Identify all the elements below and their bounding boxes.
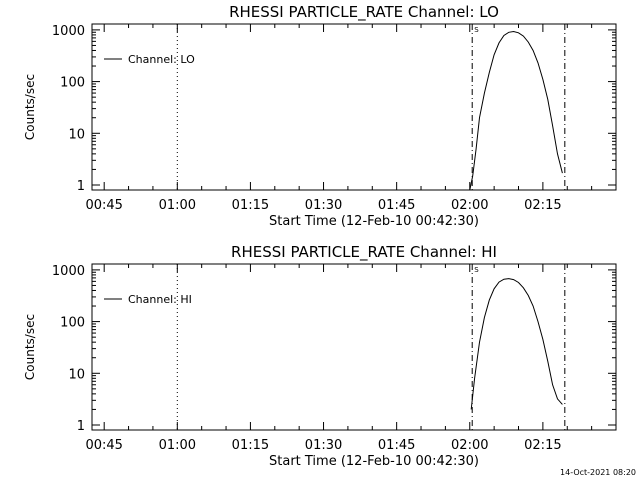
y-tick-label: 10 — [68, 367, 85, 382]
x-axis-label: Start Time (12-Feb-10 00:42:30) — [269, 454, 479, 469]
series-line-channel-lo — [469, 30, 563, 191]
x-axis-label: Start Time (12-Feb-10 00:42:30) — [269, 214, 479, 229]
legend-label: Channel: HI — [128, 293, 192, 306]
y-tick-label: 1000 — [52, 24, 85, 39]
x-tick-label: 02:00 — [451, 438, 488, 453]
y-tick-label: 10 — [68, 127, 85, 142]
vertical-marker-label: S — [474, 26, 479, 34]
x-tick-label: 01:30 — [305, 438, 342, 453]
vertical-marker-label: S — [474, 266, 479, 274]
x-tick-label: 01:15 — [232, 198, 269, 213]
chart-panel-1: RHESSI PARTICLE_RATE Channel: LO 00:45 01:… — [23, 3, 617, 229]
x-tick-label: 01:00 — [159, 198, 196, 213]
y-tick-label: 1 — [77, 419, 85, 434]
y-tick-label: 100 — [60, 76, 85, 91]
y-tick-label: 1000 — [52, 264, 85, 279]
y-tick-label: 1 — [77, 179, 85, 194]
y-axis-label: Counts/sec — [23, 74, 37, 140]
chart-panel-2: RHESSI PARTICLE_RATE Channel: HI 00:45 01:… — [23, 243, 617, 469]
y-axis-label: Counts/sec — [23, 314, 37, 380]
chart-title: RHESSI PARTICLE_RATE Channel: HI — [231, 243, 497, 262]
x-tick-label: 00:45 — [85, 438, 122, 453]
timestamp: 14-Oct-2021 08:20 — [560, 468, 636, 477]
plot-frame — [91, 23, 617, 191]
x-tick-label: 01:30 — [305, 198, 342, 213]
x-tick-label: 02:15 — [524, 198, 561, 213]
y-tick-label: 100 — [60, 316, 85, 331]
x-tick-label: 01:15 — [232, 438, 269, 453]
x-tick-label: 01:45 — [378, 438, 415, 453]
series-line-channel-hi — [470, 278, 563, 410]
x-tick-label: 01:00 — [159, 438, 196, 453]
x-tick-label: 00:45 — [85, 198, 122, 213]
legend-label: Channel: LO — [128, 53, 195, 66]
x-tick-label: 02:15 — [524, 438, 561, 453]
x-tick-label: 02:00 — [451, 198, 488, 213]
plot-frame — [91, 263, 617, 431]
x-tick-label: 01:45 — [378, 198, 415, 213]
chart-title: RHESSI PARTICLE_RATE Channel: LO — [229, 3, 499, 22]
